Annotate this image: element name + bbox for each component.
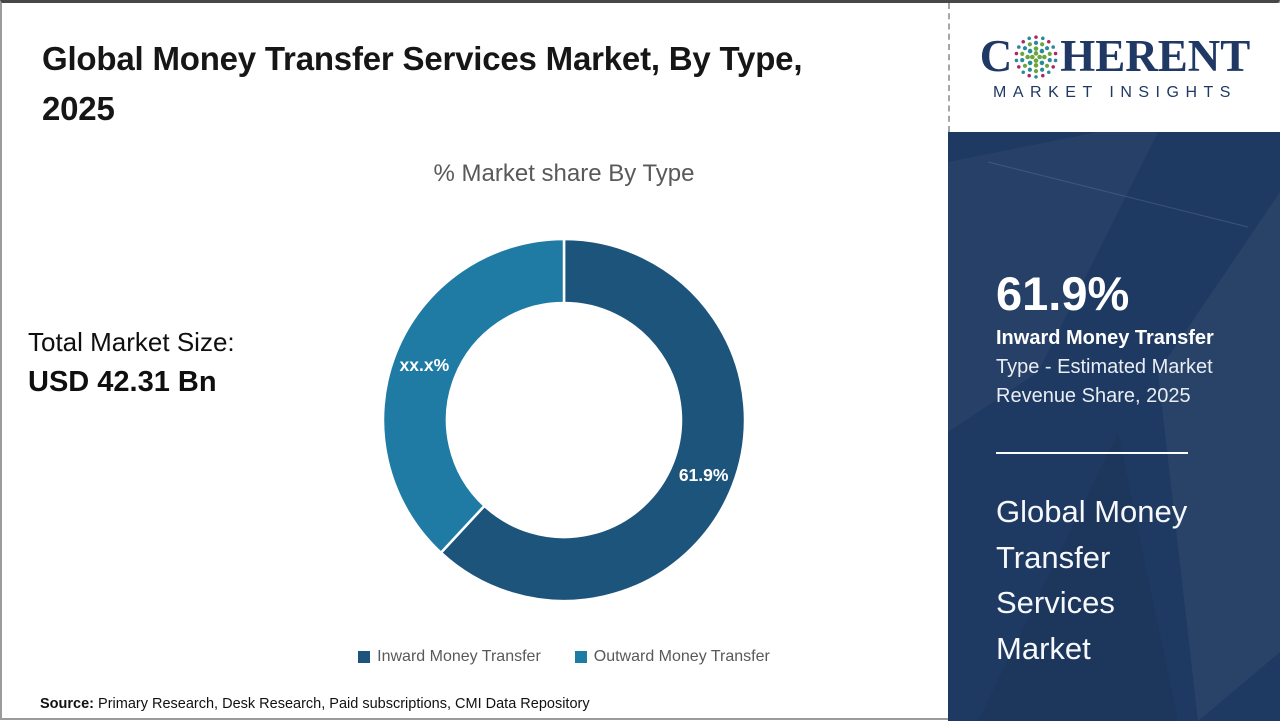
legend-swatch-outward-icon xyxy=(574,651,587,663)
total-market-size-value: USD 42.31 Bn xyxy=(28,366,217,398)
page-title-line1: Global Money Transfer Services Market, B… xyxy=(42,40,803,77)
total-market-size-block: Total Market Size: USD 42.31 Bn xyxy=(28,325,235,399)
sidebar-divider xyxy=(996,452,1188,454)
chart-legend: Inward Money Transfer Outward Money Tran… xyxy=(172,648,956,666)
source-text: Primary Research, Desk Research, Paid su… xyxy=(98,696,590,712)
sidebar-texture xyxy=(978,161,1280,721)
sidebar-stat-value: 61.9% xyxy=(996,267,1130,320)
page-title: Global Money Transfer Services Market, B… xyxy=(42,34,942,134)
legend-item-outward: Outward Money Transfer xyxy=(574,648,770,666)
sidebar-stat-block: 61.9% Inward Money Transfer Type - Estim… xyxy=(996,268,1214,411)
legend-label-outward: Outward Money Transfer xyxy=(593,648,770,665)
sidebar-stat-caption-line3: Revenue Share, 2025 xyxy=(996,385,1191,407)
donut-chart: 61.9% xx.x% xyxy=(381,237,747,603)
donut-segment xyxy=(381,237,566,555)
donut-chart-svg: 61.9% xx.x% xyxy=(381,237,747,603)
brand-text-suffix: HERENT xyxy=(1060,31,1251,81)
sidebar-stat-caption-line2: Type - Estimated Market xyxy=(996,356,1213,378)
total-market-size-label: Total Market Size: xyxy=(28,327,235,357)
market-name-line4: Market xyxy=(996,630,1091,666)
legend-item-inward: Inward Money Transfer xyxy=(358,648,541,666)
brand-text-prefix: C xyxy=(979,31,1013,81)
sidebar-stat-caption-line1: Inward Money Transfer xyxy=(996,327,1214,349)
source-line: Source: Primary Research, Desk Research,… xyxy=(40,696,590,712)
market-name-line3: Services xyxy=(996,585,1115,620)
sidebar-stat-caption: Inward Money Transfer Type - Estimated M… xyxy=(996,324,1214,411)
coherent-globe-icon xyxy=(1014,34,1058,79)
market-name-line2: Transfer xyxy=(996,539,1111,575)
chart-title: % Market share By Type xyxy=(433,160,695,187)
coherent-logo: C HERENT MARKET INSIGHTS xyxy=(948,3,1280,132)
source-label: Source: xyxy=(40,696,94,712)
legend-label-inward: Inward Money Transfer xyxy=(377,648,541,665)
brand-tagline: MARKET INSIGHTS xyxy=(993,83,1237,101)
market-name-line1: Global Money xyxy=(996,494,1188,529)
coherent-brand-row: C HERENT xyxy=(980,34,1251,80)
page-title-line2: 2025 xyxy=(42,90,115,127)
donut-segment-label: 61.9% xyxy=(679,465,729,485)
donut-segment xyxy=(439,237,747,603)
sidebar-market-name: Global Money Transfer Services Market xyxy=(996,489,1187,671)
highlight-sidebar: 61.9% Inward Money Transfer Type - Estim… xyxy=(948,132,1280,721)
donut-segment-label: xx.x% xyxy=(400,355,450,375)
legend-swatch-inward-icon xyxy=(358,651,371,663)
